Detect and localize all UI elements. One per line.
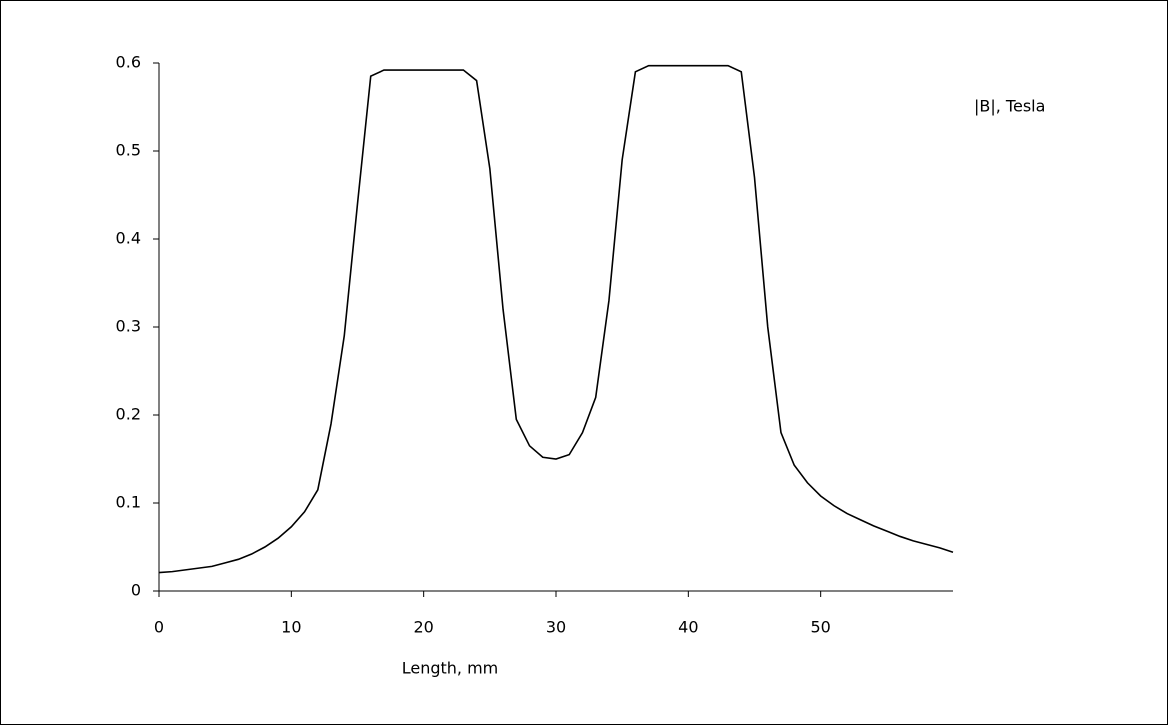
x-axis-label: Length, mm xyxy=(402,659,499,678)
line-series xyxy=(158,64,954,574)
x-tick-label: 20 xyxy=(413,618,433,637)
legend-label: |B|, Tesla xyxy=(974,97,1045,116)
x-tick-label: 0 xyxy=(154,618,164,637)
x-tick-label: 50 xyxy=(810,618,830,637)
y-tick-label: 0.6 xyxy=(116,53,141,72)
x-tick-label: 30 xyxy=(546,618,566,637)
x-tick-label: 10 xyxy=(281,618,301,637)
y-tick-label: 0.4 xyxy=(116,229,141,248)
y-tick-label: 0.1 xyxy=(116,493,141,512)
y-tick-label: 0.2 xyxy=(116,405,141,424)
y-tick-label: 0 xyxy=(131,581,141,600)
y-tick-label: 0.5 xyxy=(116,141,141,160)
y-tick-label: 0.3 xyxy=(116,317,141,336)
x-tick-label: 40 xyxy=(678,618,698,637)
